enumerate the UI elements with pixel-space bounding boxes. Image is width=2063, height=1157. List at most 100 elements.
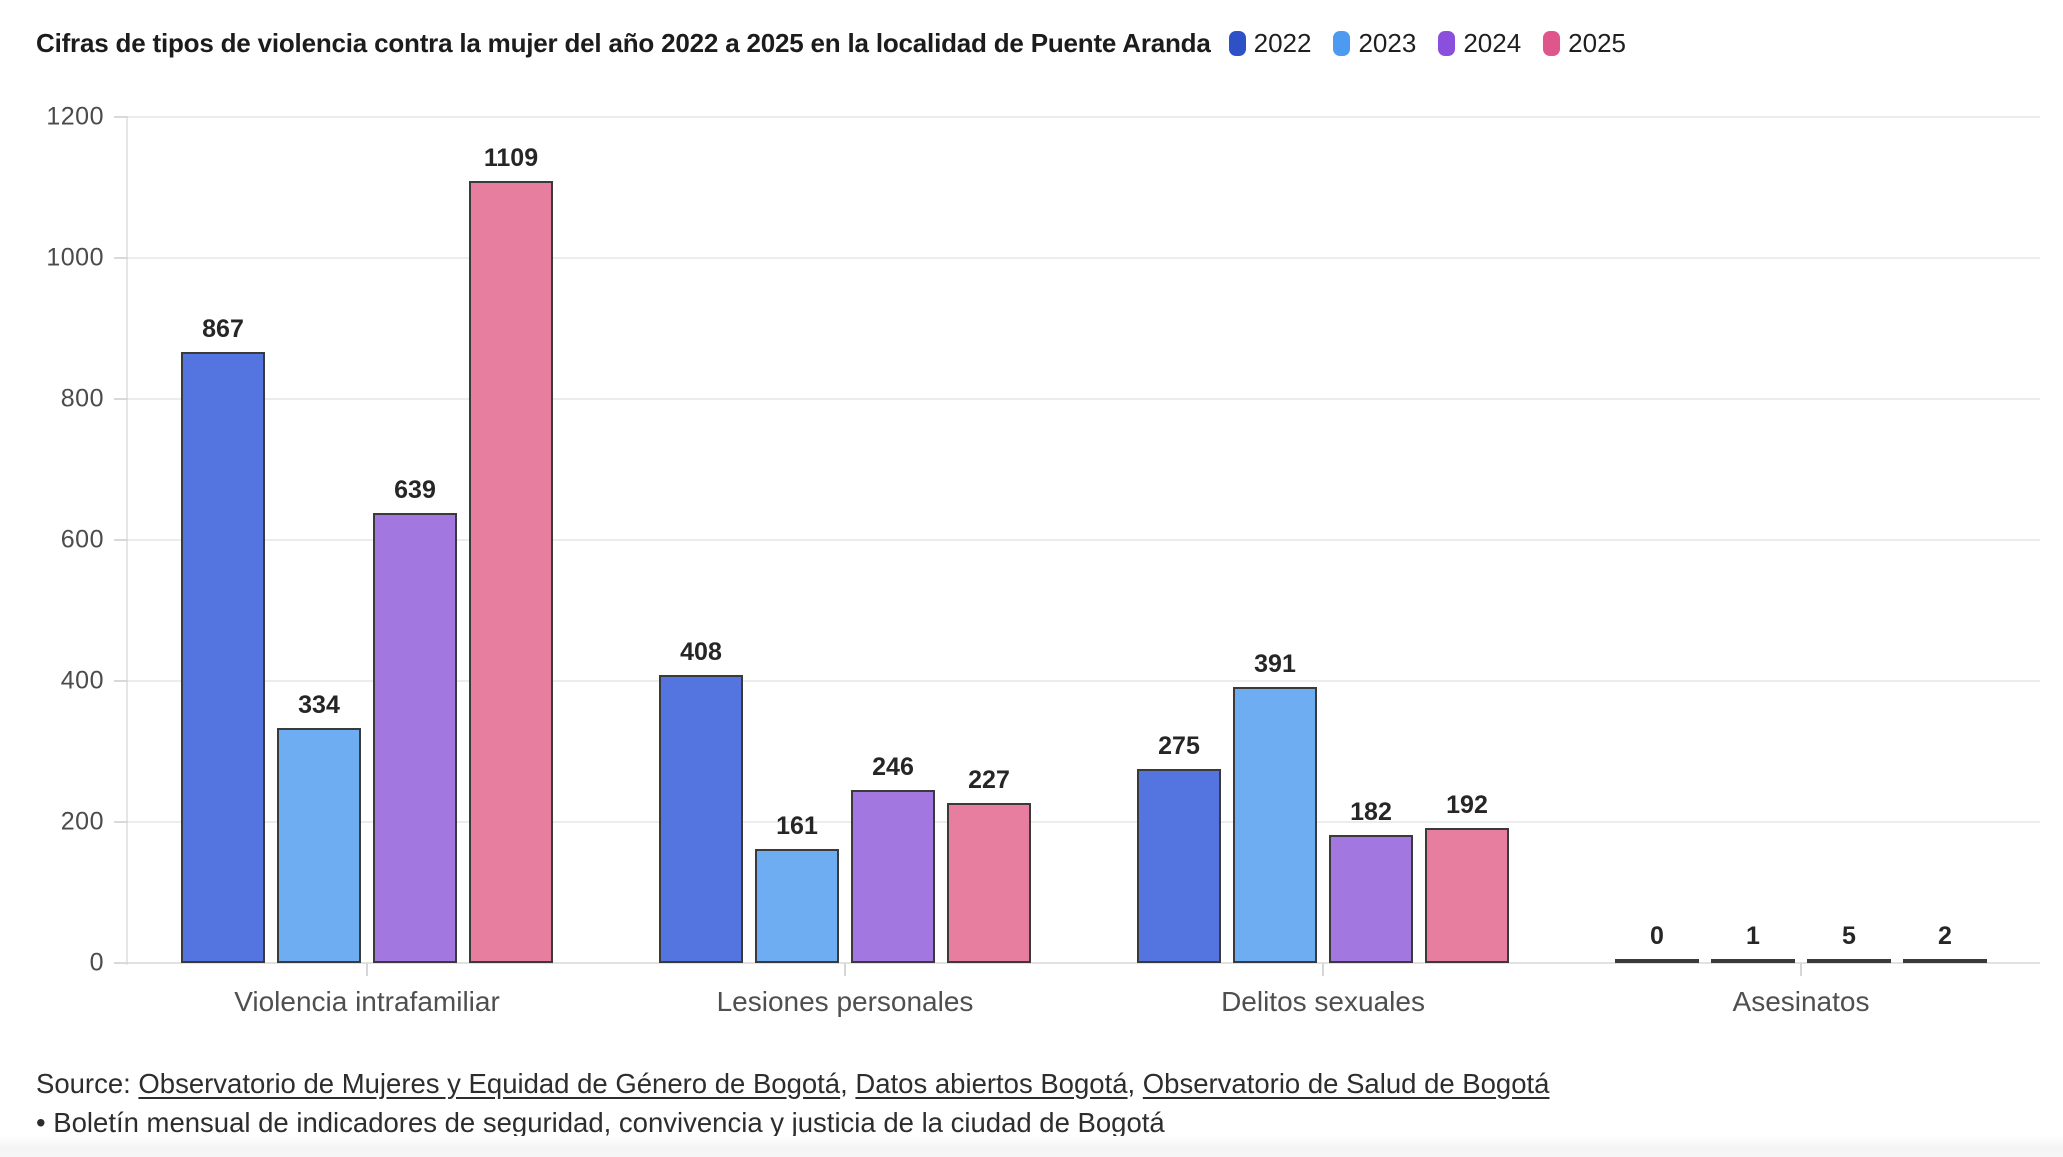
bar-value-label: 182 [1350, 798, 1392, 826]
category-label: Asesinatos [1732, 986, 1870, 1017]
y-tick [114, 116, 128, 118]
bar-value-label: 391 [1254, 650, 1296, 678]
bar-value-label: 2 [1938, 922, 1952, 950]
legend: 2022 2023 2024 2025 [1228, 28, 1626, 59]
bar-value-label: 1 [1746, 922, 1760, 950]
bar-wrap: 161 [755, 812, 839, 963]
bar-wrap: 639 [373, 476, 457, 963]
y-tick [114, 398, 128, 400]
source-plain-text: • [36, 1106, 54, 1138]
bar-2022-lesiones-personales[interactable] [659, 675, 743, 963]
bar-wrap: 334 [277, 691, 361, 963]
bar-wrap: 391 [1233, 650, 1317, 963]
bar-2023-asesinatos[interactable] [1711, 959, 1795, 963]
bar-value-label: 246 [872, 753, 914, 781]
category-label: Lesiones personales [716, 986, 974, 1017]
y-tick-label: 600 [60, 525, 104, 554]
gridline-0 [128, 962, 2040, 964]
legend-swatch-icon [1228, 31, 1246, 56]
bar-2023-violencia-intrafamiliar[interactable] [277, 728, 361, 963]
legend-item-2025: 2025 [1543, 28, 1626, 59]
y-tick [114, 539, 128, 541]
x-tick [844, 963, 846, 976]
y-tick-label: 1200 [46, 102, 104, 131]
bar-2023-delitos-sexuales[interactable] [1233, 687, 1317, 963]
bar-value-label: 639 [394, 476, 436, 504]
bar-wrap: 2 [1903, 922, 1987, 963]
bar-2022-violencia-intrafamiliar[interactable] [181, 352, 265, 963]
bar-2024-lesiones-personales[interactable] [851, 790, 935, 963]
bar-wrap: 275 [1137, 732, 1221, 963]
y-tick-label: 400 [60, 666, 104, 695]
bar-value-label: 334 [298, 691, 340, 719]
gridline-200 [128, 821, 2040, 823]
legend-item-2024: 2024 [1438, 28, 1521, 59]
bar-2025-violencia-intrafamiliar[interactable] [469, 181, 553, 963]
gridline-400 [128, 680, 2040, 682]
category-label: Delitos sexuales [1221, 986, 1425, 1017]
bar-wrap: 227 [947, 766, 1031, 963]
bar-2025-asesinatos[interactable] [1903, 959, 1987, 963]
source-plain-text: Source: [36, 1067, 139, 1099]
bar-2024-asesinatos[interactable] [1807, 959, 1891, 963]
source-link[interactable]: Observatorio de Salud de Bogotá [1142, 1067, 1550, 1099]
bar-wrap: 408 [659, 638, 743, 963]
bar-value-label: 161 [776, 812, 818, 840]
bar-wrap: 5 [1807, 922, 1891, 963]
bar-value-label: 275 [1158, 732, 1200, 760]
bar-value-label: 867 [202, 315, 244, 343]
source-link[interactable]: Observatorio de Mujeres y Equidad de Gén… [138, 1067, 841, 1099]
legend-label: 2025 [1568, 28, 1626, 58]
bar-2022-delitos-sexuales[interactable] [1137, 769, 1221, 963]
bar-value-label: 227 [968, 766, 1010, 794]
x-tick [1322, 963, 1324, 976]
source-link[interactable]: Boletín mensual de indicadores de seguri… [53, 1106, 1165, 1138]
bar-value-label: 192 [1446, 791, 1488, 819]
source-link[interactable]: Datos abiertos Bogotá [855, 1067, 1128, 1099]
y-tick-label: 200 [60, 807, 104, 836]
source-plain-text: , [1127, 1067, 1143, 1099]
bar-group-4: 0 1 5 2 [1562, 922, 2040, 963]
legend-item-2023: 2023 [1333, 28, 1416, 59]
legend-swatch-icon [1438, 31, 1456, 56]
legend-item-2022: 2022 [1228, 28, 1312, 59]
y-tick [114, 962, 128, 964]
gridline-800 [128, 398, 2040, 400]
bar-wrap: 182 [1329, 798, 1413, 963]
bar-wrap: 246 [851, 753, 935, 963]
gridline-600 [128, 539, 2040, 541]
bar-value-label: 1109 [483, 144, 539, 172]
legend-label: 2023 [1358, 28, 1417, 58]
bar-value-label: 0 [1650, 922, 1664, 950]
bar-group-3: 275 391 182 192 [1084, 650, 1562, 963]
bar-wrap: 192 [1425, 791, 1509, 963]
bar-2025-lesiones-personales[interactable] [947, 803, 1031, 963]
bar-value-label: 408 [680, 638, 722, 666]
page-bottom-strip [0, 1136, 2063, 1157]
category-label: Violencia intrafamiliar [234, 986, 500, 1017]
bar-value-label: 5 [1842, 922, 1856, 950]
bar-2025-delitos-sexuales[interactable] [1425, 828, 1509, 963]
legend-label: 2024 [1463, 28, 1522, 58]
legend-label: 2022 [1253, 28, 1312, 58]
y-tick-label: 0 [89, 948, 104, 977]
bar-2022-asesinatos[interactable] [1615, 959, 1699, 963]
chart-title: Cifras de tipos de violencia contra la m… [36, 28, 1211, 58]
chart-plot-area: 0 200 400 600 800 1000 1200 867 334 639 1109 Violen… [46, 103, 2040, 1017]
legend-swatch-icon [1333, 31, 1351, 56]
source-text: Source: Observatorio de Mujeres y Equida… [36, 1064, 1566, 1142]
bar-group-1: 867 334 639 1109 [128, 144, 606, 963]
y-tick-label: 1000 [46, 243, 104, 272]
bar-2023-lesiones-personales[interactable] [755, 849, 839, 963]
bar-2024-violencia-intrafamiliar[interactable] [373, 513, 457, 963]
bar-group-2: 408 161 246 227 [606, 638, 1084, 963]
bar-wrap: 867 [181, 315, 265, 963]
y-tick [114, 821, 128, 823]
bar-wrap: 1 [1711, 922, 1795, 963]
y-axis-line [126, 117, 128, 965]
legend-swatch-icon [1543, 31, 1561, 56]
bar-wrap: 1109 [469, 144, 553, 963]
bar-2024-delitos-sexuales[interactable] [1329, 835, 1413, 963]
gridline-1000 [128, 257, 2040, 259]
